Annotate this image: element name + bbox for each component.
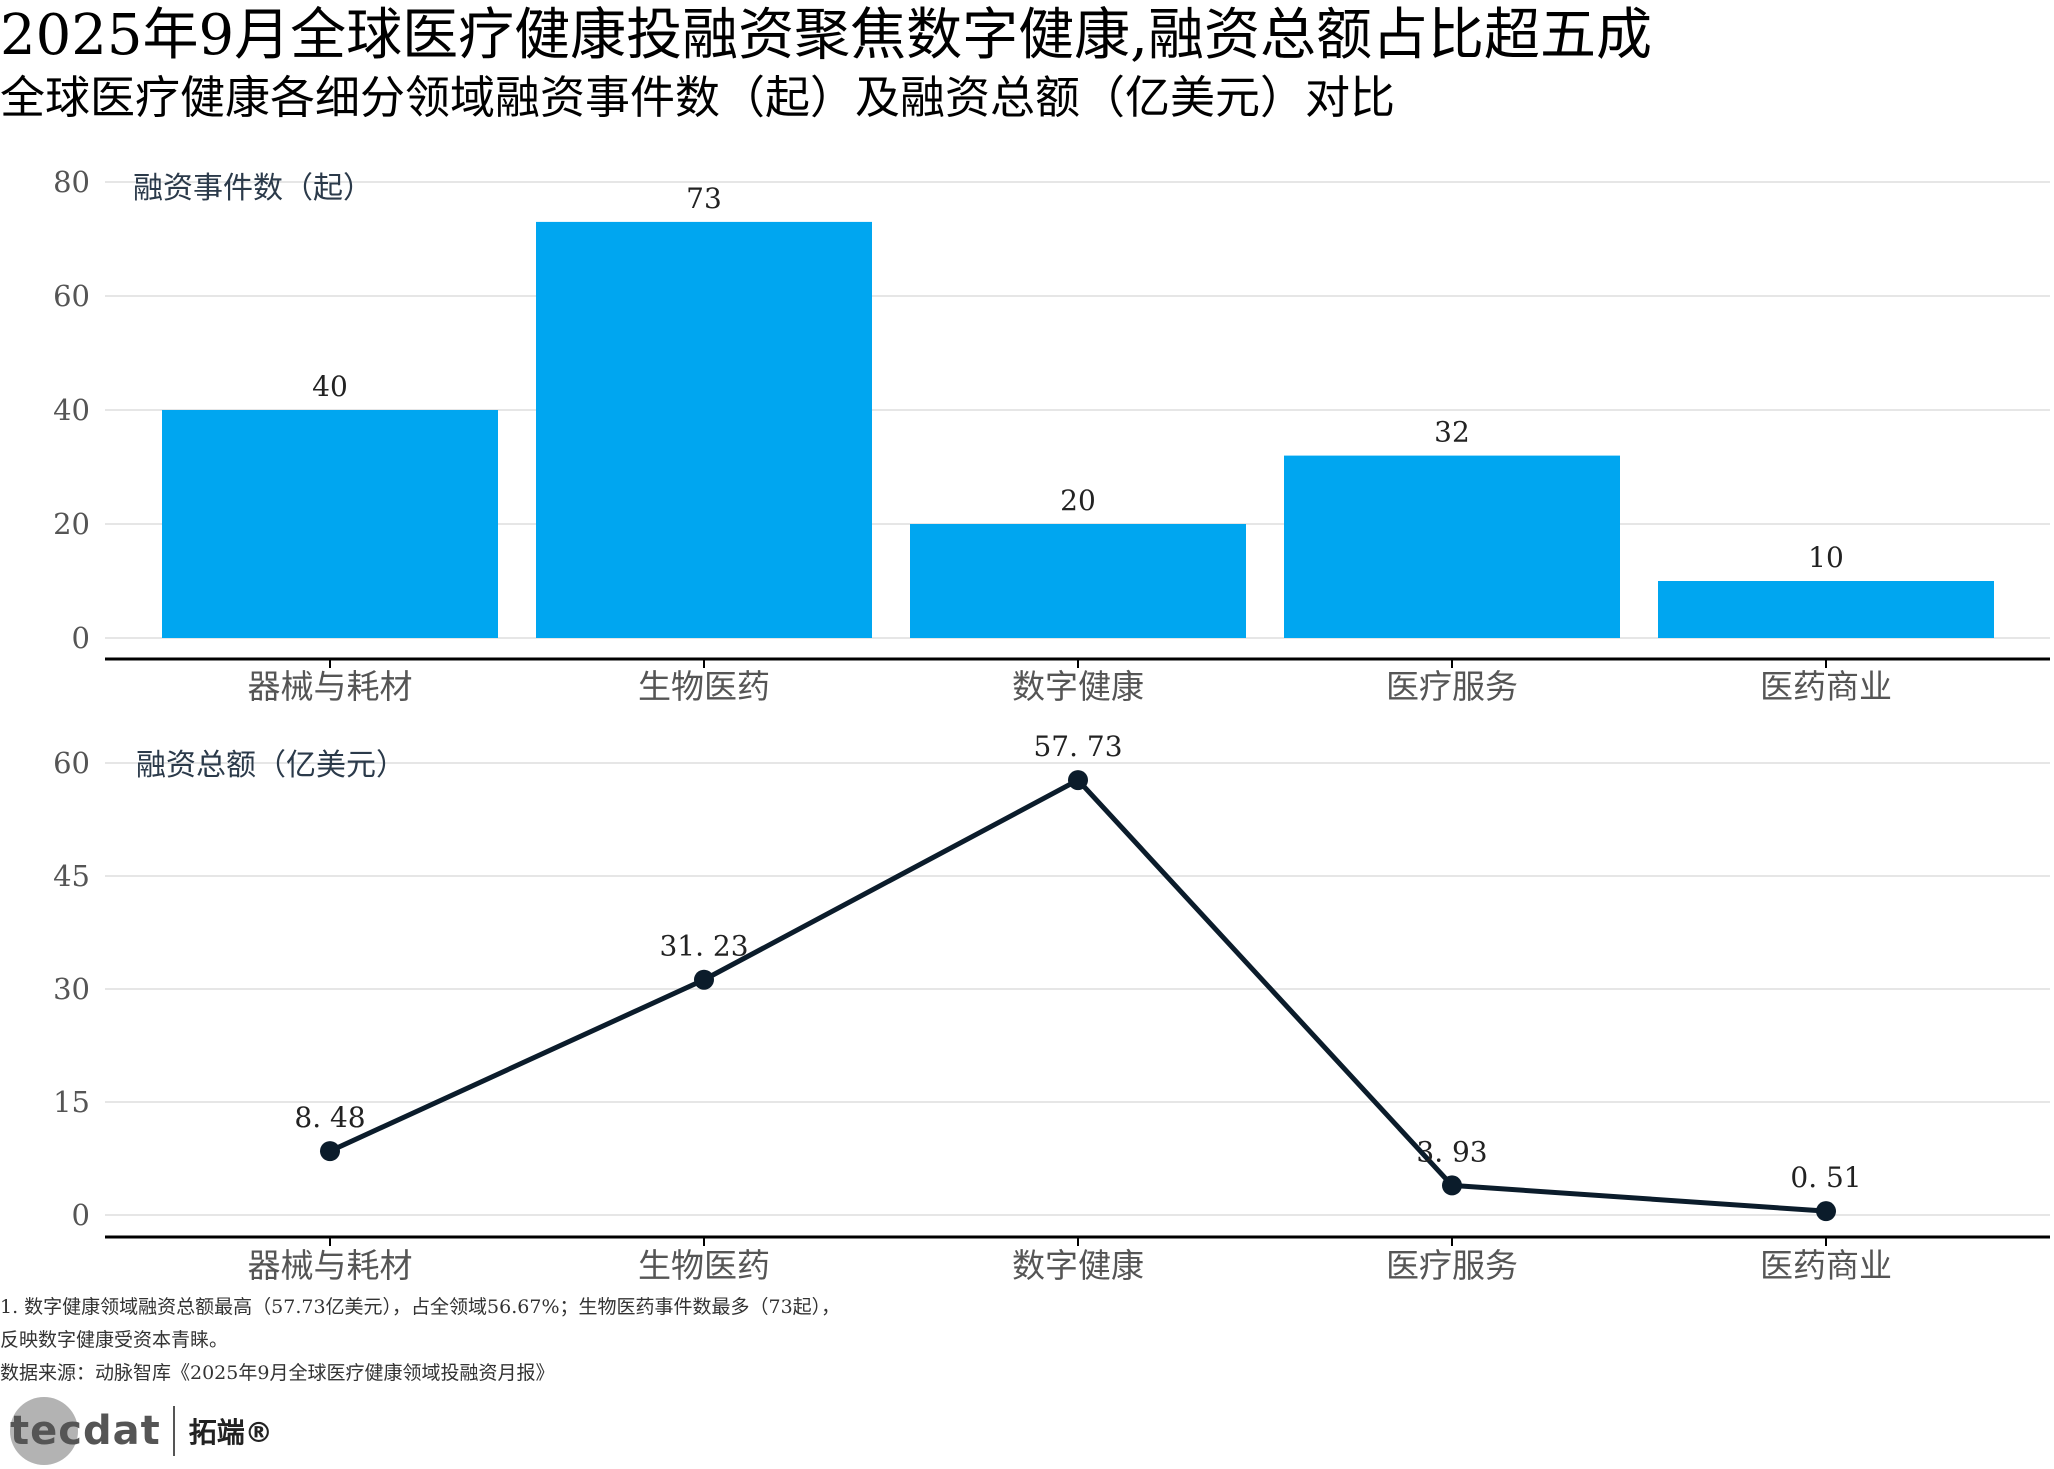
bar-ytick-label-3: 60 — [53, 279, 90, 313]
line-point-1 — [694, 969, 714, 990]
bar-category-label-4: 医药商业 — [1760, 667, 1892, 706]
line-point-0 — [320, 1141, 340, 1162]
bar-3 — [1284, 455, 1620, 638]
bar-value-label-2: 20 — [1060, 484, 1096, 517]
bar-0 — [162, 410, 498, 638]
line-category-label-2: 数字健康 — [1012, 1246, 1144, 1285]
line-value-label-1: 31. 23 — [659, 930, 748, 963]
bar-1 — [536, 221, 872, 638]
line-point-4 — [1816, 1201, 1836, 1222]
chart-title: 2025年9月全球医疗健康投融资聚焦数字健康,融资总额占比超五成 — [0, 3, 1652, 68]
line-point-2 — [1068, 770, 1088, 791]
line-category-label-3: 医疗服务 — [1386, 1246, 1518, 1285]
bar-category-label-3: 医疗服务 — [1386, 667, 1518, 706]
line-value-label-3: 3. 93 — [1416, 1135, 1487, 1168]
bar-value-label-1: 73 — [686, 182, 722, 215]
line-ytick-label-1: 15 — [53, 1085, 90, 1119]
bar-value-label-0: 40 — [312, 370, 348, 403]
line-ytick-label-4: 60 — [53, 746, 90, 780]
line-point-3 — [1442, 1175, 1462, 1196]
line-category-label-1: 生物医药 — [638, 1246, 770, 1285]
bar-value-label-4: 10 — [1808, 541, 1844, 574]
footnotes: 1. 数字健康领域融资总额最高（57.73亿美元），占全领域56.67%；生物医… — [0, 1291, 840, 1390]
series-line — [328, 777, 1827, 1214]
bar-2 — [910, 524, 1246, 638]
line-ytick-label-3: 45 — [53, 859, 90, 893]
bar-ylabel: 融资事件数（起） — [133, 171, 373, 206]
bar-ytick-label-2: 40 — [53, 393, 90, 427]
bar-ytick-label-4: 80 — [53, 165, 90, 199]
bar-value-label-3: 32 — [1434, 416, 1470, 449]
line-category-label-0: 器械与耗材 — [248, 1246, 413, 1285]
brand-logo: tecdat 拓端® — [4, 1395, 273, 1467]
line-value-label-4: 0. 51 — [1790, 1161, 1861, 1194]
bar-4 — [1658, 581, 1994, 638]
logo-circle-icon — [10, 1397, 78, 1465]
line-value-label-0: 8. 48 — [294, 1101, 365, 1134]
line-ytick-label-2: 30 — [53, 972, 90, 1006]
bar-ytick-label-1: 20 — [53, 507, 90, 541]
logo-cn-text: 拓端® — [188, 1416, 273, 1449]
bar-ytick-label-0: 0 — [72, 621, 90, 655]
line-ytick-label-0: 0 — [72, 1198, 90, 1232]
bar-category-label-0: 器械与耗材 — [248, 667, 413, 706]
bar-category-label-2: 数字健康 — [1012, 667, 1144, 706]
logo-divider — [172, 1406, 175, 1456]
logo-text: tecdat — [10, 1408, 161, 1454]
line-value-label-2: 57. 73 — [1033, 730, 1122, 763]
footnote-line-1: 1. 数字健康领域融资总额最高（57.73亿美元），占全领域56.67%；生物医… — [0, 1296, 841, 1318]
chart-subtitle: 全球医疗健康各细分领域融资事件数（起）及融资总额（亿美元）对比 — [0, 71, 1396, 124]
line-category-label-4: 医药商业 — [1760, 1246, 1892, 1285]
data-source: 数据来源：动脉智库《2025年9月全球医疗健康领域投融资月报》 — [0, 1362, 555, 1384]
bar-category-label-1: 生物医药 — [638, 667, 770, 706]
line-ylabel: 融资总额（亿美元） — [136, 748, 406, 783]
footnote-line-2: 反映数字健康受资本青睐。 — [0, 1329, 229, 1351]
